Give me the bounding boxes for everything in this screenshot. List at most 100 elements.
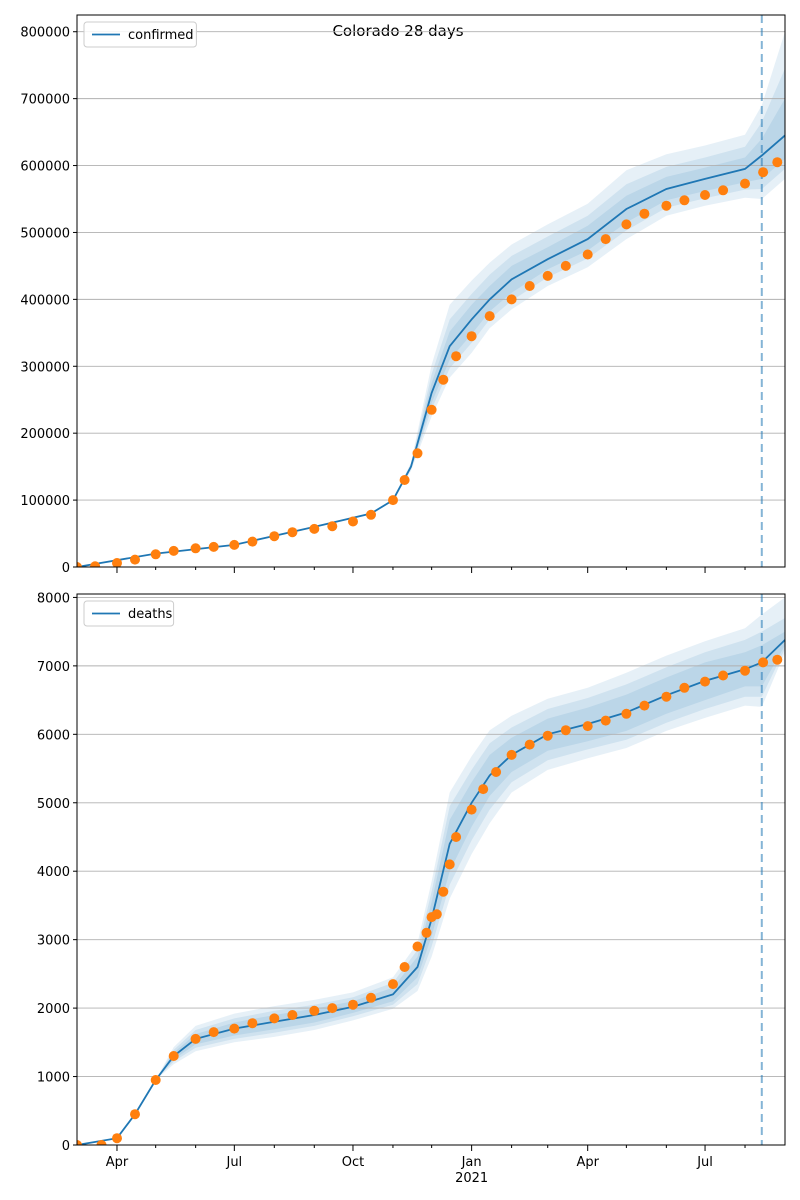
deaths-observed-point [478, 784, 489, 795]
deaths-y-tick-label: 1000 [37, 1071, 70, 1086]
confirmed-y-tick-label: 300000 [20, 360, 70, 375]
deaths-observed-point [412, 941, 423, 952]
confirmed-observed-points [77, 157, 783, 567]
deaths-observed-point [96, 1140, 107, 1145]
confirmed-axes: 0 100000 200000 300000 400000 500000 600000 700… [20, 14, 786, 576]
deaths-observed-point [130, 1109, 140, 1120]
deaths-observed-point [491, 767, 502, 777]
confirmed-observed-point [77, 562, 82, 567]
confirmed-y-tick-label: 800000 [20, 26, 70, 41]
deaths-observed-point [758, 657, 769, 668]
deaths-y-tick-label: 2000 [37, 1002, 70, 1017]
confirmed-y-tick-label: 400000 [20, 293, 70, 308]
confirmed-observed-point [190, 543, 201, 554]
deaths-x-tick-label: Jul [696, 1155, 713, 1170]
deaths-observed-point [190, 1033, 201, 1044]
deaths-y-tick-label: 0 [62, 1139, 70, 1154]
confirmed-observed-point [661, 200, 672, 211]
deaths-observed-point [524, 739, 535, 750]
deaths-observed-point [740, 665, 750, 676]
confirmed-y-tick-label: 700000 [20, 93, 70, 108]
confirmed-observed-point [90, 561, 101, 567]
confirmed-legend-label: confirmed [128, 28, 194, 43]
confirmed-observed-point [208, 541, 219, 552]
confirmed-observed-point [348, 516, 358, 527]
confirmed-observed-point [639, 208, 650, 219]
deaths-observed-point [150, 1075, 161, 1085]
confirmed-observed-point [309, 523, 320, 534]
confirmed-observed-point [229, 539, 240, 550]
deaths-observed-point [438, 886, 449, 897]
deaths-observed-point [772, 654, 783, 665]
confirmed-legend: confirmed [83, 21, 197, 48]
deaths-observed-point [112, 1133, 122, 1144]
deaths-x-tick-label: Apr [576, 1155, 599, 1170]
confirmed-observed-point [269, 531, 280, 542]
deaths-observed-point [444, 859, 455, 870]
confirmed-observed-point [112, 558, 122, 567]
deaths-panel: 0 1000 2000 3000 4000 5000 6000 7000 8000 Apr Jul O… [37, 591, 786, 1186]
deaths-legend-label: deaths [128, 607, 173, 622]
deaths-legend: deaths [83, 600, 175, 627]
deaths-x-tick-label: Jul [225, 1155, 242, 1170]
deaths-observed-point [661, 691, 672, 702]
confirmed-observed-point [700, 190, 710, 200]
confirmed-observed-point [168, 545, 179, 556]
deaths-y-tick-label: 3000 [37, 934, 70, 949]
deaths-y-tick-label: 4000 [37, 865, 70, 880]
deaths-legend-box [83, 600, 175, 627]
confirmed-observed-point [451, 351, 462, 362]
confirmed-observed-point [718, 185, 729, 196]
deaths-observed-point [208, 1027, 219, 1038]
confirmed-observed-point [740, 178, 750, 189]
confirmed-band-1 [77, 98, 785, 567]
confirmed-observed-point [484, 311, 495, 322]
deaths-observed-point [327, 1003, 338, 1014]
confirmed-observed-point [247, 536, 258, 547]
deaths-observed-point [399, 962, 410, 972]
deaths-observed-point [348, 999, 358, 1010]
deaths-observed-point [466, 804, 477, 815]
deaths-x-tick-label: Jan [461, 1155, 482, 1170]
deaths-axes-frame [76, 593, 786, 1146]
confirmed-observed-point [621, 219, 632, 230]
deaths-observed-point [542, 730, 553, 741]
confirmed-y-tick-label: 0 [62, 561, 70, 576]
confirmed-y-tick-label: 600000 [20, 160, 70, 175]
confirmed-observed-point [287, 527, 298, 538]
deaths-observed-point [229, 1023, 240, 1034]
deaths-observed-point [679, 682, 690, 693]
deaths-observed-point [431, 909, 442, 920]
confirmed-observed-point [399, 475, 410, 485]
confirmed-observed-point [388, 495, 398, 506]
deaths-observed-point [421, 927, 432, 938]
confirmed-forecast-bands [77, 31, 785, 567]
confirmed-model-line [77, 134, 785, 567]
confirmed-observed-point [582, 249, 593, 260]
confirmed-observed-point [426, 404, 437, 415]
confirmed-observed-point [366, 509, 376, 520]
confirmed-observed-point [560, 260, 571, 271]
deaths-y-tick-label: 5000 [37, 797, 70, 812]
deaths-observed-point [77, 1140, 82, 1145]
confirmed-model-line [77, 134, 785, 567]
confirmed-observed-point [412, 448, 423, 459]
deaths-observed-point [388, 979, 398, 990]
confirmed-y-tick-label: 200000 [20, 427, 70, 442]
deaths-x-tick-sublabel: 2021 [455, 1171, 488, 1186]
deaths-observed-point [600, 715, 611, 726]
deaths-observed-points [77, 654, 783, 1145]
deaths-x-tick-label: Oct [342, 1155, 364, 1170]
deaths-y-tick-label: 7000 [37, 660, 70, 675]
confirmed-observed-point [327, 521, 338, 532]
deaths-y-tick-label: 8000 [37, 591, 70, 606]
deaths-observed-point [168, 1051, 179, 1061]
deaths-observed-point [506, 749, 517, 760]
deaths-observed-point [451, 832, 462, 842]
confirmed-observed-point [130, 554, 140, 565]
deaths-observed-point [366, 992, 376, 1003]
deaths-observed-point [269, 1013, 280, 1024]
deaths-observed-point [247, 1018, 258, 1029]
confirmed-observed-point [438, 374, 449, 385]
confirmed-observed-point [600, 234, 611, 245]
